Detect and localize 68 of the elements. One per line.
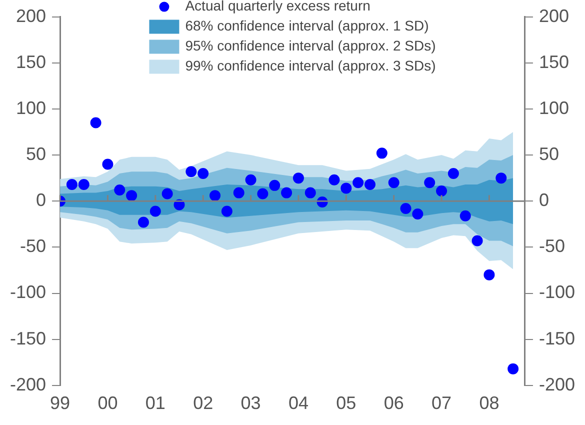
- y-tick-label: 50: [26, 144, 46, 164]
- y2-tick-label: -100: [538, 282, 576, 302]
- y2-tick-label: -200: [538, 374, 576, 394]
- point: [304, 187, 316, 198]
- point: [472, 235, 483, 246]
- y-tick-label: 100: [16, 98, 46, 118]
- point: [376, 148, 388, 159]
- point: [292, 172, 304, 184]
- y-tick-label: 0: [36, 190, 46, 210]
- point: [114, 184, 126, 196]
- point: [496, 172, 507, 184]
- point: [484, 269, 495, 280]
- point: [102, 158, 114, 170]
- point: [221, 206, 232, 217]
- x-tick-label: 04: [288, 393, 308, 414]
- point: [269, 180, 280, 191]
- x-tick-label: 01: [145, 393, 166, 414]
- point: [436, 185, 448, 196]
- point: [400, 202, 412, 214]
- point: [162, 188, 173, 200]
- x-tick-label: 06: [384, 393, 404, 414]
- point: [245, 174, 256, 186]
- point: [138, 216, 149, 228]
- x-tick-label: 07: [432, 393, 452, 414]
- point: [281, 187, 292, 198]
- point: [460, 210, 471, 222]
- point: [448, 168, 459, 179]
- y2-tick-label: -150: [538, 328, 576, 348]
- point: [198, 168, 209, 179]
- x-tick-label: 03: [240, 393, 261, 414]
- point: [412, 208, 424, 220]
- point: [508, 363, 519, 374]
- x-tick-label: 99: [50, 393, 70, 414]
- x-tick-label: 00: [98, 393, 118, 414]
- y2-tick-label: 100: [538, 98, 570, 118]
- y2-tick-label: -50: [538, 236, 565, 256]
- point: [352, 177, 364, 188]
- point: [340, 182, 352, 194]
- y2-tick-label: 0: [538, 190, 549, 210]
- legend-label: 95% confidence interval (approx. 2 SDs): [185, 38, 436, 54]
- x-tick-label: 05: [336, 393, 356, 414]
- point: [210, 190, 221, 202]
- point: [364, 179, 376, 190]
- y-tick-label: -200: [10, 374, 46, 394]
- y2-tick-label: 50: [538, 144, 560, 164]
- y-tick-label: 200: [16, 6, 46, 26]
- legend-label: Actual quarterly excess return: [185, 0, 370, 14]
- point: [186, 166, 197, 178]
- y-tick-label: -150: [10, 328, 46, 348]
- y2-tick-label: 150: [538, 52, 570, 72]
- legend-label: 68% confidence interval (approx. 1 SD): [185, 18, 429, 34]
- point: [78, 179, 90, 190]
- point: [424, 177, 436, 188]
- point: [328, 174, 340, 186]
- y-tick-label: -50: [20, 236, 46, 256]
- point: [150, 206, 161, 217]
- y2-tick-label: 200: [538, 6, 570, 26]
- legend-label: 99% confidence interval (approx. 3 SDs): [185, 58, 436, 74]
- point: [90, 117, 102, 128]
- point: [126, 190, 138, 202]
- point: [233, 187, 244, 198]
- point: [66, 179, 78, 190]
- y-tick-label: 150: [16, 52, 46, 72]
- y-tick-label: -100: [10, 282, 46, 302]
- x-tick-label: 02: [193, 393, 214, 414]
- point: [388, 177, 400, 188]
- point: [257, 188, 268, 200]
- x-tick-label: 08: [479, 393, 500, 414]
